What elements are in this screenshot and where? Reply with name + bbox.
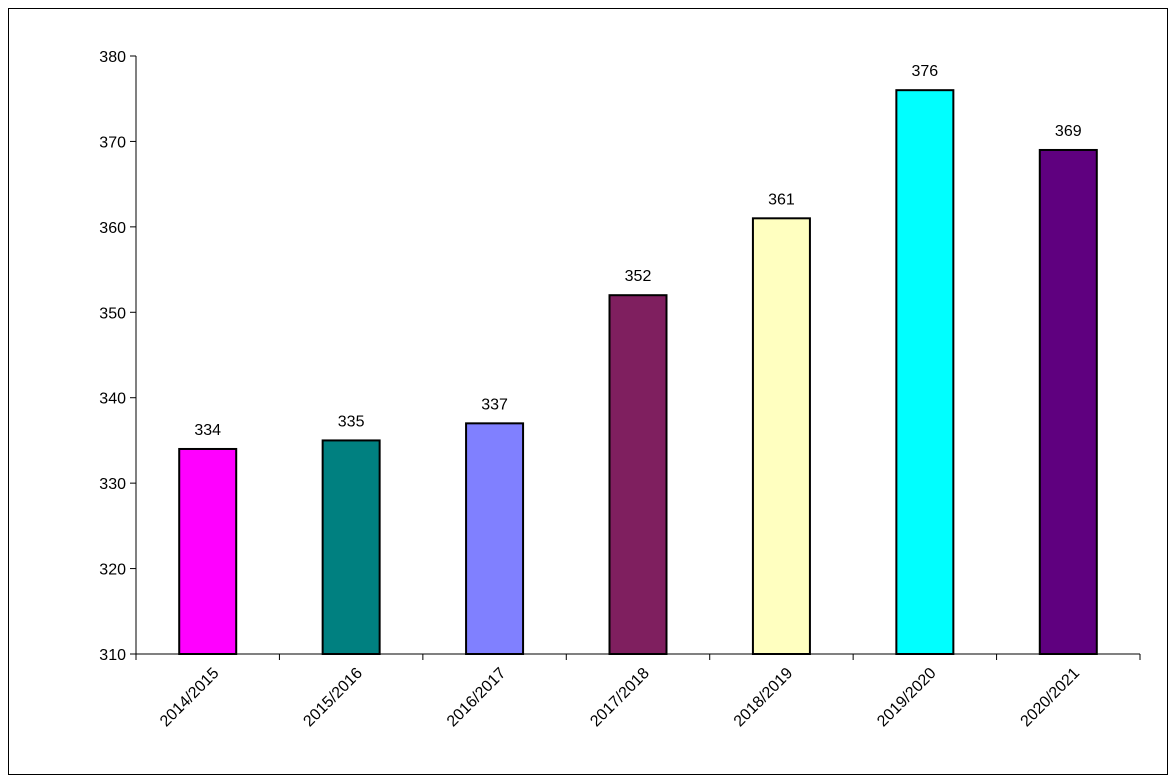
x-category-label: 2020/2021 — [1018, 665, 1084, 731]
y-tick-label: 320 — [99, 562, 126, 579]
data-label: 337 — [481, 396, 508, 413]
x-category-label: 2018/2019 — [731, 665, 797, 731]
y-tick-label: 310 — [99, 647, 126, 664]
data-label: 335 — [338, 413, 365, 430]
bar — [321, 439, 381, 655]
bar — [895, 89, 955, 655]
bar — [178, 447, 238, 655]
y-tick-label: 380 — [99, 49, 126, 66]
y-tick-label: 340 — [99, 391, 126, 408]
bar — [465, 422, 525, 656]
data-label: 361 — [768, 191, 795, 208]
bar — [751, 217, 811, 655]
y-tick-label: 360 — [99, 220, 126, 237]
data-label: 369 — [1055, 123, 1082, 140]
x-category-label: 2014/2015 — [157, 665, 223, 731]
data-label: 352 — [625, 268, 652, 285]
x-category-label: 2017/2018 — [587, 665, 653, 731]
x-category-label: 2016/2017 — [444, 665, 510, 731]
x-category-label: 2019/2020 — [874, 665, 940, 731]
y-tick-label: 330 — [99, 476, 126, 493]
bar — [608, 294, 668, 655]
data-label: 376 — [912, 63, 939, 80]
x-category-label: 2015/2016 — [300, 665, 366, 731]
y-tick-label: 370 — [99, 134, 126, 151]
bar — [1038, 148, 1098, 655]
y-tick-label: 350 — [99, 305, 126, 322]
data-label: 334 — [194, 422, 221, 439]
